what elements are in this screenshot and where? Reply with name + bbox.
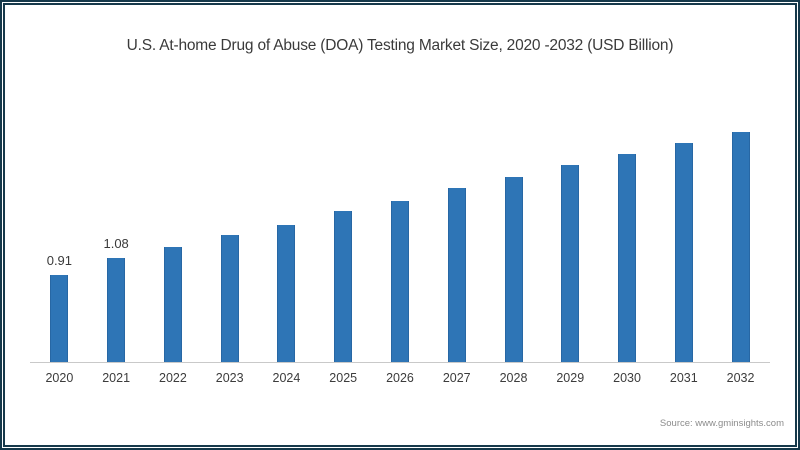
bar-2029 [561, 165, 580, 362]
x-tick-2020: 2020 [45, 371, 74, 385]
x-tick-2030: 2030 [613, 371, 641, 385]
bar-2031 [674, 143, 693, 362]
bar-column-2031 [655, 114, 712, 362]
bar-column-2027 [428, 114, 485, 362]
bars-area: 0.91 1.08 [31, 114, 769, 362]
bar-2032 [731, 132, 750, 362]
bar-2021 [107, 258, 126, 362]
chart-title: U.S. At-home Drug of Abuse (DOA) Testing… [126, 37, 674, 54]
x-tick-2026: 2026 [386, 371, 414, 385]
x-tick-2025: 2025 [329, 371, 358, 385]
bar-2028 [504, 177, 523, 362]
x-axis-tick-labels: 2020 2021 2022 2023 2024 2025 2026 2027 2028 2029… [31, 371, 769, 385]
bar-column-2024 [258, 114, 315, 362]
bar-value-label-2020: 0.91 [46, 253, 73, 268]
bar-2020 [50, 275, 69, 362]
x-tick-2032: 2032 [726, 371, 755, 385]
bar-column-2026 [372, 114, 429, 362]
x-tick-2023: 2023 [215, 371, 244, 385]
bar-2024 [277, 225, 296, 362]
bar-column-2028 [485, 114, 542, 362]
bar-column-2021: 1.08 [88, 114, 145, 362]
bar-column-2023 [201, 114, 258, 362]
x-tick-2031: 2031 [669, 371, 698, 385]
chart-inner-frame: U.S. At-home Drug of Abuse (DOA) Testing… [3, 3, 797, 447]
x-tick-2027: 2027 [442, 371, 471, 385]
source-text: Source: www.gminsights.com [659, 418, 784, 429]
x-tick-2028: 2028 [499, 371, 528, 385]
bar-column-2029 [542, 114, 599, 362]
bar-2023 [220, 235, 239, 362]
bar-column-2032 [712, 114, 769, 362]
bar-2022 [163, 247, 182, 362]
x-tick-2024: 2024 [272, 371, 301, 385]
x-tick-2021: 2021 [102, 371, 131, 385]
bar-2026 [390, 201, 409, 362]
bar-column-2030 [599, 114, 656, 362]
bar-2025 [334, 211, 353, 362]
bar-column-2022 [145, 114, 202, 362]
bar-value-label-2021: 1.08 [103, 236, 129, 251]
bar-column-2020: 0.91 [31, 114, 88, 362]
bar-2030 [618, 154, 637, 362]
bar-2027 [447, 188, 466, 362]
x-axis-line [30, 362, 770, 363]
x-tick-2029: 2029 [556, 371, 585, 385]
x-tick-2022: 2022 [159, 371, 187, 385]
bar-column-2025 [315, 114, 372, 362]
